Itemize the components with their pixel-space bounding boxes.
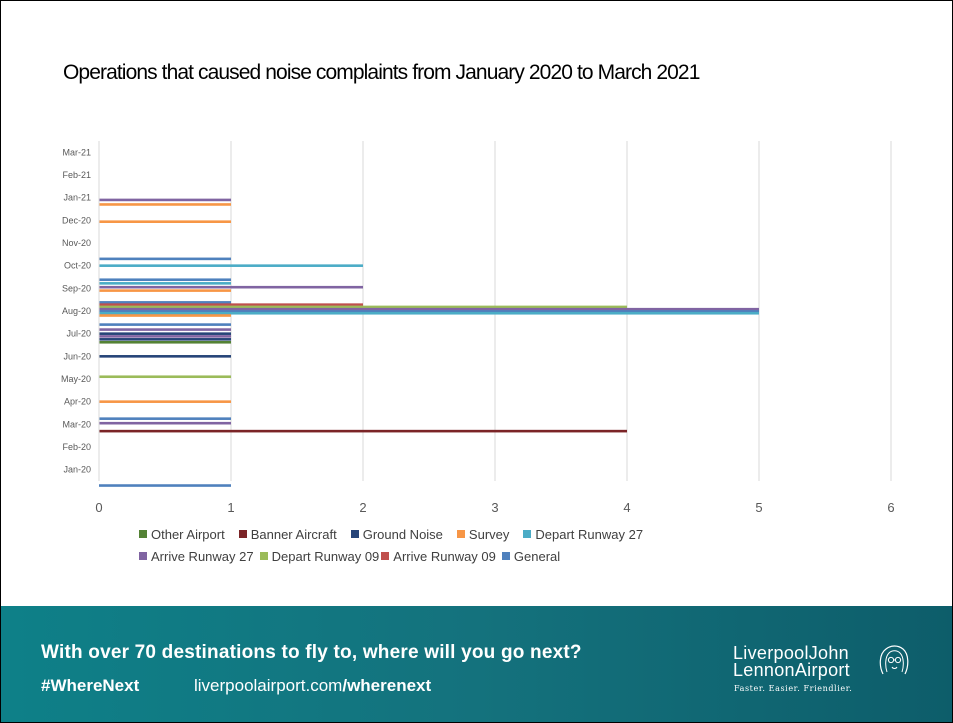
bar-depart-runway-09 (99, 375, 231, 379)
noise-complaints-chart: 0 1 2 3 4 5 6 Jan-20 Feb-20 Mar-20 Apr-20 May-20 Jun… (61, 141, 895, 515)
john-lennon-portrait-icon (879, 645, 909, 675)
logo-line-1: LiverpoolJohn (733, 643, 849, 663)
bar-arrive-runway-27 (99, 285, 363, 289)
bar-ground-noise (99, 355, 231, 358)
y-tick-label: Jan-21 (63, 193, 91, 203)
legend-label: Arrive Runway 09 (393, 548, 496, 564)
y-tick-label: Jan-20 (63, 465, 91, 475)
bar-survey (99, 203, 231, 206)
chart-bars (99, 198, 759, 487)
legend-swatch (523, 530, 532, 538)
legend-item-banner-aircraft: Banner Aircraft (238, 526, 337, 542)
legend-label: Banner Aircraft (250, 526, 337, 542)
y-tick-label: Feb-21 (62, 170, 91, 180)
bar-arrive-runway-27 (99, 198, 231, 202)
airport-logo: LiverpoolJohn LennonAirport Faster. Easi… (733, 644, 923, 706)
legend-row-2: Arrive Runway 27 Depart Runway 09 Arrive… (139, 545, 859, 567)
bar-survey (99, 289, 231, 292)
bar-general (99, 278, 231, 282)
x-tick-label: 2 (359, 500, 366, 515)
y-tick-label: Feb-20 (62, 442, 91, 452)
x-tick-label: 6 (887, 500, 894, 515)
bar-other-airport (99, 340, 231, 344)
legend-item-general: General (501, 548, 561, 564)
bar-general (99, 484, 231, 487)
legend-label: Arrive Runway 27 (151, 548, 254, 564)
legend-item-arrive-runway-09: Arrive Runway 09 (381, 549, 496, 564)
legend-item-ground-noise: Ground Noise (350, 526, 443, 542)
bar-general (99, 257, 231, 261)
legend-swatch (238, 530, 247, 538)
x-tick-label: 5 (755, 500, 762, 515)
logo-tagline: Faster. Easier. Friendlier. (734, 684, 853, 693)
footer-hashtag: #WhereNext (41, 676, 140, 695)
bar-arrive-runway-27 (99, 307, 759, 311)
y-tick-label: Sep-20 (62, 283, 91, 293)
y-tick-label: May-20 (61, 374, 91, 384)
bar-general (99, 301, 231, 304)
footer-url-path: /wherenext (342, 676, 432, 695)
y-tick-label: Mar-21 (62, 147, 91, 157)
y-tick-label: Oct-20 (64, 261, 91, 271)
legend-row-1: Other Airport Banner Aircraft Ground Noi… (139, 523, 859, 545)
y-tick-label: Jul-20 (66, 329, 91, 339)
legend-swatch (350, 530, 359, 538)
legend-item-arrive-runway-27: Arrive Runway 27 (139, 549, 254, 564)
legend-label: Depart Runway 09 (271, 548, 380, 564)
y-tick-label: Jun-20 (63, 351, 91, 361)
y-tick-label: Nov-20 (62, 238, 91, 248)
y-tick-label: Mar-20 (62, 419, 91, 429)
bar-arrive-runway-27 (99, 335, 231, 338)
bar-arrive-runway-09 (99, 303, 363, 306)
legend-swatch (139, 552, 147, 560)
logo-line-2: LennonAirport (733, 660, 850, 680)
bar-depart-runway-27 (99, 264, 363, 267)
legend-swatch (456, 530, 465, 538)
bar-arrive-runway-27 (99, 328, 231, 331)
legend-label: Depart Runway 27 (535, 526, 644, 542)
legend-label: Survey (468, 526, 510, 542)
x-tick-label: 3 (491, 500, 498, 515)
footer-headline: With over 70 destinations to fly to, whe… (41, 642, 582, 663)
bar-survey (99, 220, 231, 223)
bar-general (99, 323, 231, 326)
y-tick-label: Apr-20 (64, 397, 91, 407)
legend-label: General (513, 548, 561, 564)
legend-swatch (381, 552, 390, 560)
legend-swatch (139, 530, 147, 538)
legend-label: Other Airport (151, 526, 225, 542)
chart-legend: Other Airport Banner Aircraft Ground Noi… (139, 523, 859, 567)
slide-title: Operations that caused noise complaints … (63, 61, 700, 84)
legend-item-survey: Survey (456, 526, 510, 542)
bar-banner-aircraft (99, 429, 627, 433)
legend-item-depart-runway-27: Depart Runway 27 (523, 527, 643, 542)
bar-arrive-runway-27 (99, 421, 231, 425)
bar-depart-runway-09 (99, 305, 627, 309)
x-tick-label: 0 (95, 500, 102, 515)
bar-general (99, 310, 759, 313)
bar-general (99, 417, 231, 420)
chart-axes: 0 1 2 3 4 5 6 Jan-20 Feb-20 Mar-20 Apr-20 May-20 Jun… (61, 141, 895, 515)
y-tick-label: Aug-20 (62, 306, 91, 316)
x-tick-label: 1 (227, 500, 234, 515)
y-tick-label: Dec-20 (62, 215, 91, 225)
legend-swatch (259, 552, 268, 560)
legend-item-other-airport: Other Airport (139, 527, 225, 542)
bar-survey (99, 314, 231, 317)
footer-banner: With over 70 destinations to fly to, whe… (1, 606, 952, 722)
footer-url-main: liverpoolairport.com (194, 676, 343, 695)
x-tick-label: 4 (623, 500, 630, 515)
bar-survey (99, 400, 231, 403)
legend-item-depart-runway-09: Depart Runway 09 (259, 548, 380, 564)
bar-depart-runway-27 (99, 282, 231, 285)
bar-ground-noise (99, 338, 231, 341)
legend-label: Ground Noise (362, 526, 443, 542)
bar-depart-runway-27 (99, 311, 759, 315)
footer-url-link[interactable]: liverpoolairport.com/wherenext (194, 676, 431, 696)
bar-ground-noise (99, 332, 231, 335)
legend-swatch (501, 552, 510, 560)
